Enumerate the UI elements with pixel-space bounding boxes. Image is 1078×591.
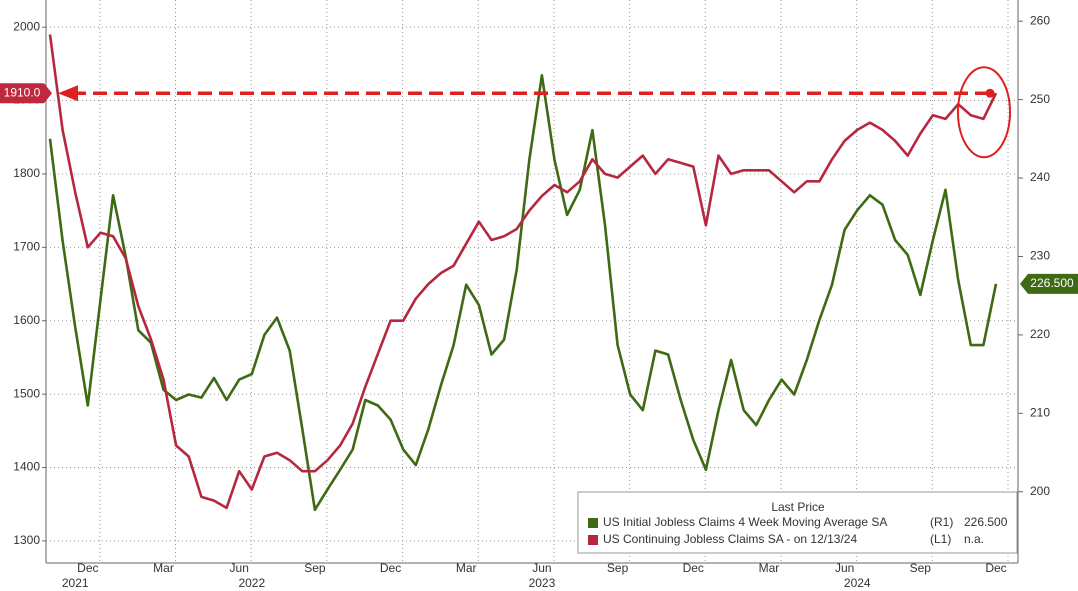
y2-tick-label: 230 bbox=[1030, 249, 1050, 263]
x-tick-label: Mar bbox=[759, 561, 780, 575]
legend-swatch bbox=[588, 518, 598, 528]
y-tick-label: 1700 bbox=[13, 240, 40, 254]
series-line bbox=[48, 34, 998, 510]
y-tick-label: 1400 bbox=[13, 460, 40, 474]
y2-tick-label: 240 bbox=[1030, 170, 1050, 184]
y2-tick-label: 200 bbox=[1030, 484, 1050, 498]
legend-axis-tag: (L1) bbox=[930, 532, 951, 546]
x-tick-label: Sep bbox=[304, 561, 326, 575]
x-tick-label: Mar bbox=[456, 561, 477, 575]
y-tick-label: 1300 bbox=[13, 533, 40, 547]
x-tick-label: Sep bbox=[607, 561, 629, 575]
highlight-circle bbox=[957, 66, 1011, 159]
x-year-label: 2024 bbox=[844, 576, 871, 590]
legend-box bbox=[577, 491, 1018, 554]
x-tick-label: Mar bbox=[153, 561, 174, 575]
x-tick-label: Dec bbox=[683, 561, 704, 575]
series-line bbox=[48, 74, 998, 512]
legend-label: US Continuing Jobless Claims SA - on 12/… bbox=[603, 532, 857, 546]
y-tick-label: 1500 bbox=[13, 386, 40, 400]
x-year-label: 2021 bbox=[62, 576, 89, 590]
x-year-label: 2023 bbox=[529, 576, 556, 590]
x-tick-label: Sep bbox=[910, 561, 932, 575]
last-value-tag bbox=[1020, 273, 1078, 294]
legend-label: US Initial Jobless Claims 4 Week Moving … bbox=[603, 515, 887, 529]
x-year-label: 2022 bbox=[238, 576, 265, 590]
legend-last-price: n.a. bbox=[964, 532, 984, 546]
legend-swatch bbox=[588, 535, 598, 545]
reference-arrow bbox=[58, 85, 78, 102]
x-tick-label: Jun bbox=[532, 561, 551, 575]
y2-tick-label: 250 bbox=[1030, 92, 1050, 106]
legend: Last Price US Initial Jobless Claims 4 W… bbox=[577, 491, 1018, 554]
reference-dot bbox=[985, 88, 995, 98]
legend-last-price: 226.500 bbox=[964, 515, 1008, 529]
y2-tick-label: 220 bbox=[1030, 327, 1050, 341]
x-tick-label: Dec bbox=[380, 561, 401, 575]
y2-tick-label: 260 bbox=[1030, 13, 1050, 27]
y-tick-label: 1600 bbox=[13, 313, 40, 327]
last-value-tag-label: 226.500 bbox=[1030, 276, 1074, 290]
x-tick-label: Dec bbox=[77, 561, 98, 575]
reference-tag-label: 1910.0 bbox=[4, 85, 41, 99]
reference-tag bbox=[0, 83, 52, 104]
legend-title: Last Price bbox=[771, 500, 825, 514]
y2-tick-label: 210 bbox=[1030, 406, 1050, 420]
y-tick-label: 1800 bbox=[13, 166, 40, 180]
x-tick-label: Jun bbox=[835, 561, 854, 575]
x-tick-label: Jun bbox=[230, 561, 249, 575]
legend-axis-tag: (R1) bbox=[930, 515, 953, 529]
x-tick-label: Dec bbox=[985, 561, 1006, 575]
y-tick-label: 2000 bbox=[13, 19, 40, 33]
